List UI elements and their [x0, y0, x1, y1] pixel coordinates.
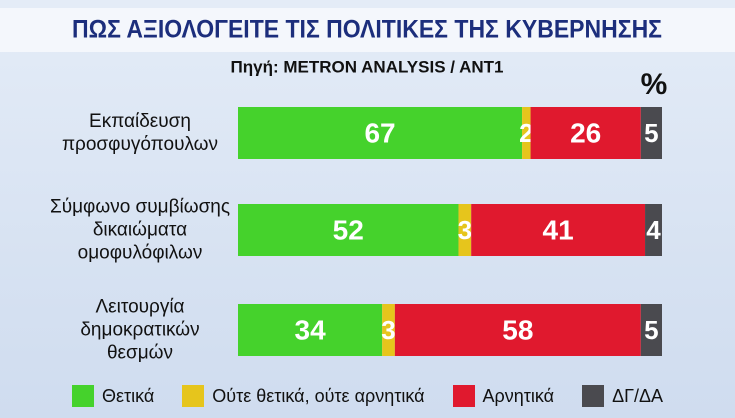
bar-segment [645, 204, 662, 256]
value-label: 67 [364, 117, 395, 148]
category-label: Εκπαίδευση προσφυγόπουλων [61, 111, 219, 155]
title-band [0, 8, 735, 52]
legend-label: Ούτε θετικά, ούτε αρνητικά [212, 385, 425, 406]
category-label: Σύμφωνο συμβίωσης δικαιώματα ομοφυλόφιλω… [49, 196, 231, 264]
bar-segment [238, 107, 523, 159]
value-label: 4 [646, 215, 661, 245]
chart-title: ΠΩΣ ΑΞΙΟΛΟΓΕΙΤΕ ΤΙΣ ΠΟΛΙΤΙΚΕΣ ΤΗΣ ΚΥΒΕΡΝ… [72, 16, 662, 44]
value-label: 26 [570, 117, 601, 148]
value-label: 5 [644, 118, 658, 148]
legend-swatch [582, 385, 605, 407]
bar-segment [458, 204, 472, 256]
legend-item: ΔΓ/ΔΑ [582, 385, 663, 407]
legend-label: Αρνητικά [482, 385, 555, 406]
legend-swatch [71, 385, 94, 407]
legend-label: ΔΓ/ΔΑ [612, 385, 664, 406]
unit-label: % [641, 68, 668, 101]
legend-item: Θετικά [71, 385, 155, 407]
bar-segment [238, 204, 459, 256]
bar-segment [640, 304, 662, 356]
value-label: 34 [295, 314, 327, 345]
bar-segment [394, 304, 641, 356]
value-label: 3 [458, 215, 472, 245]
bar-segment [522, 107, 531, 159]
category-label: Λειτουργία δημοκρατικών θεσμών [80, 296, 200, 364]
bar-segment [530, 107, 641, 159]
value-label: 58 [502, 314, 533, 345]
chart-subtitle: Πηγή: METRON ANALYSIS / ANT1 [231, 57, 504, 76]
legend-swatch [182, 385, 205, 407]
legend-label: Θετικά [101, 385, 155, 406]
value-label: 52 [333, 214, 364, 245]
bar-segment [640, 107, 662, 159]
value-label: 5 [644, 315, 658, 345]
legend-item: Ούτε θετικά, ούτε αρνητικά [182, 385, 425, 407]
value-label: 2 [519, 118, 533, 148]
bar-segment [238, 304, 383, 356]
legend-item: Αρνητικά [452, 385, 555, 407]
bar-segment [471, 204, 646, 256]
legend: Θετικά Ούτε θετικά, ούτε αρνητικά Αρνητικά… [0, 385, 735, 407]
bar-segment [382, 304, 395, 356]
legend-swatch [452, 385, 475, 407]
value-label: 3 [381, 315, 395, 345]
value-label: 41 [543, 214, 574, 245]
